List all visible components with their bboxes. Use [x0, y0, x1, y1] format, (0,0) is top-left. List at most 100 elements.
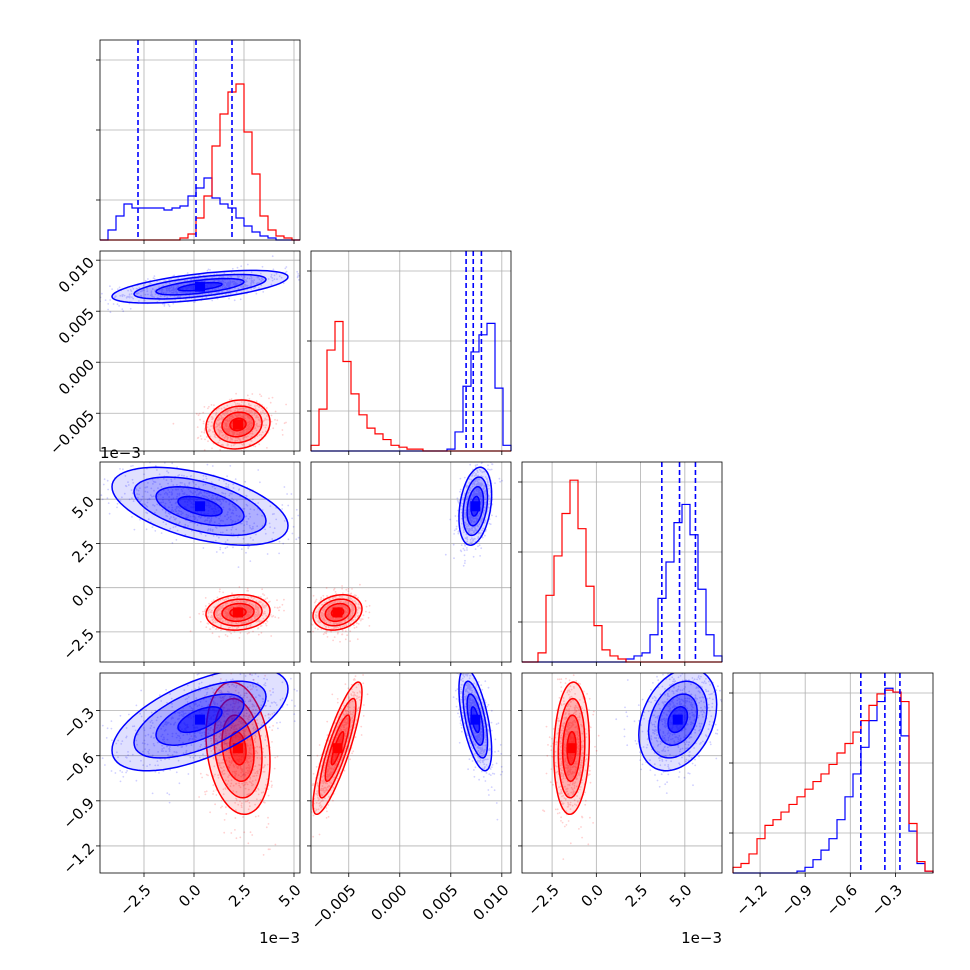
sample-point — [263, 606, 266, 609]
sample-point — [228, 733, 231, 735]
sample-point — [239, 617, 242, 620]
sample-point — [255, 620, 258, 623]
sample-point — [453, 529, 456, 532]
sample-point — [202, 422, 205, 425]
sample-point — [218, 536, 220, 539]
sample-point — [351, 605, 354, 608]
sample-point — [203, 431, 206, 433]
sample-point — [213, 606, 216, 609]
sample-point — [245, 436, 248, 439]
sample-point — [480, 499, 483, 502]
sample-point — [247, 545, 250, 548]
sample-point — [472, 538, 475, 541]
sample-point — [175, 288, 178, 291]
sample-point — [228, 610, 230, 612]
sample-point — [350, 597, 353, 600]
sample-point — [247, 613, 250, 616]
sample-point — [215, 628, 217, 630]
sample-point — [481, 518, 484, 521]
sample-point — [187, 514, 190, 517]
histogram-4-grid — [733, 673, 933, 873]
sample-point — [208, 429, 210, 432]
sample-point — [350, 610, 353, 612]
sample-point — [212, 599, 215, 601]
sample-point — [228, 508, 231, 511]
sample-point — [216, 724, 219, 727]
sample-point — [481, 529, 483, 532]
sample-point — [227, 622, 229, 624]
sample-point — [222, 426, 225, 429]
sample-point — [501, 479, 503, 482]
sample-point — [124, 475, 127, 477]
sample-point — [259, 764, 261, 767]
sample-point — [184, 298, 187, 300]
sample-point — [468, 517, 470, 520]
sample-point — [216, 621, 218, 623]
sample-point — [230, 832, 233, 834]
histogram-1-frame — [99, 39, 301, 241]
sample-point — [247, 614, 250, 617]
sample-point — [271, 784, 273, 787]
sample-point — [227, 608, 230, 610]
sample-point — [251, 756, 254, 758]
sample-point — [170, 289, 173, 292]
sample-point — [173, 478, 176, 480]
sample-point — [237, 621, 240, 624]
sample-point — [212, 430, 215, 433]
sample-point — [210, 496, 213, 499]
sample-point — [167, 512, 170, 515]
sample-point — [242, 416, 245, 418]
sample-point — [197, 486, 200, 489]
sample-point — [339, 622, 342, 625]
sample-point — [264, 532, 267, 535]
sample-point — [236, 407, 239, 410]
sample-point — [217, 618, 220, 621]
sample-point — [243, 400, 246, 403]
sample-point — [352, 609, 355, 611]
sample-point — [297, 273, 299, 275]
sample-point — [474, 464, 477, 467]
sample-point — [487, 464, 489, 467]
sample-point — [342, 605, 345, 608]
sample-point — [215, 426, 217, 428]
sample-point — [484, 506, 487, 509]
sample-point — [204, 609, 207, 611]
sample-point — [227, 613, 230, 616]
sample-point — [245, 624, 248, 627]
sample-point — [108, 512, 111, 515]
sample-point — [239, 836, 242, 839]
sample-point — [191, 492, 194, 495]
sample-point — [466, 523, 468, 526]
sample-point — [355, 594, 357, 597]
sample-point — [212, 497, 215, 500]
sample-point — [256, 422, 258, 425]
sample-point — [219, 612, 222, 615]
sample-point — [231, 526, 234, 529]
sample-point — [245, 759, 248, 761]
sample-point — [274, 843, 277, 846]
sample-point — [207, 420, 210, 423]
sample-point — [254, 617, 256, 620]
sample-point — [184, 523, 187, 526]
sample-point — [470, 516, 473, 519]
sample-point — [150, 290, 153, 293]
sample-point — [171, 291, 173, 294]
sample-point — [329, 621, 332, 624]
sample-point — [339, 604, 342, 607]
sample-point — [283, 422, 286, 425]
sample-point — [163, 505, 166, 507]
sample-point — [222, 413, 224, 415]
sample-point — [259, 620, 262, 623]
sample-point — [317, 628, 319, 631]
sample-point — [444, 553, 447, 556]
sample-point — [233, 401, 236, 404]
sample-point — [153, 481, 156, 483]
sample-point — [248, 524, 251, 527]
sample-point — [313, 601, 316, 604]
sample-point — [163, 305, 166, 307]
sample-point — [287, 538, 290, 541]
density-peak — [332, 607, 343, 618]
sample-point — [215, 614, 218, 617]
sample-point — [237, 605, 240, 608]
sample-point — [253, 287, 256, 289]
